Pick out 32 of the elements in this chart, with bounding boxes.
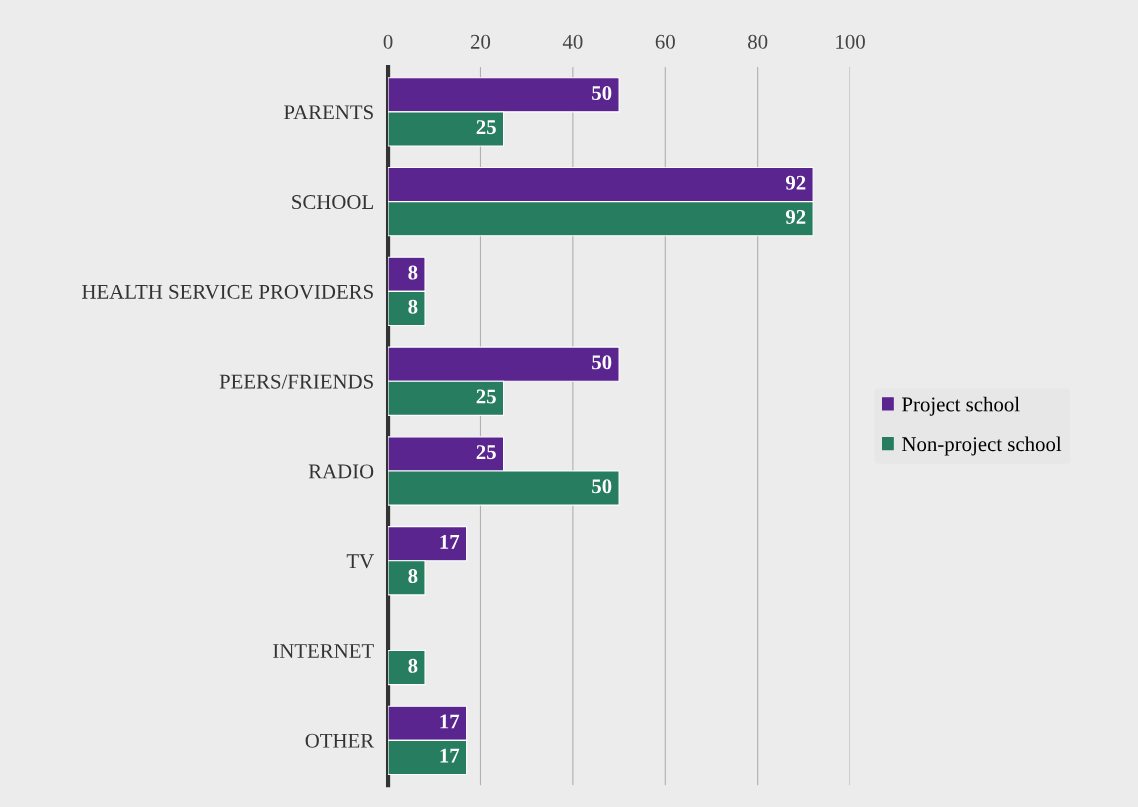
x-tick-label: 0 — [383, 34, 393, 49]
legend-label: Project school — [902, 396, 1020, 416]
x-tick-label: 80 — [748, 34, 768, 49]
y-tick-label: PARENTS — [284, 105, 373, 120]
data-label: 8 — [408, 658, 418, 673]
y-tick-label: INTERNET — [273, 644, 374, 658]
y-tick-label: OTHER — [305, 733, 375, 748]
y-tick-label: HEALTH SERVICE PROVIDERS — [82, 284, 373, 299]
data-label: 17 — [440, 714, 460, 729]
data-label: 17 — [440, 748, 460, 763]
data-label: 25 — [476, 120, 496, 135]
data-label: 25 — [476, 389, 496, 404]
x-tick-label: 40 — [562, 34, 583, 49]
data-label: 50 — [592, 479, 612, 494]
data-label: 50 — [592, 85, 612, 101]
y-tick-label: PEERS/FRIENDS — [219, 374, 373, 389]
data-label: 25 — [476, 445, 496, 460]
data-label: 8 — [408, 299, 418, 314]
y-tick-label: TV — [346, 554, 374, 569]
legend-label: Non-project school — [902, 436, 1062, 456]
y-tick-label: RADIO — [308, 464, 374, 479]
y-tick-label: SCHOOL — [292, 195, 373, 210]
data-label: 50 — [592, 355, 612, 370]
x-tick-label: 20 — [470, 34, 491, 49]
data-label: 8 — [408, 265, 418, 280]
data-label: 17 — [440, 534, 460, 549]
data-label: 92 — [785, 175, 806, 190]
bar — [388, 649, 426, 686]
x-tick-label: 60 — [655, 34, 675, 49]
data-label: 92 — [785, 209, 806, 224]
x-tick-label: 100 — [836, 34, 865, 49]
data-label: 8 — [408, 568, 418, 584]
